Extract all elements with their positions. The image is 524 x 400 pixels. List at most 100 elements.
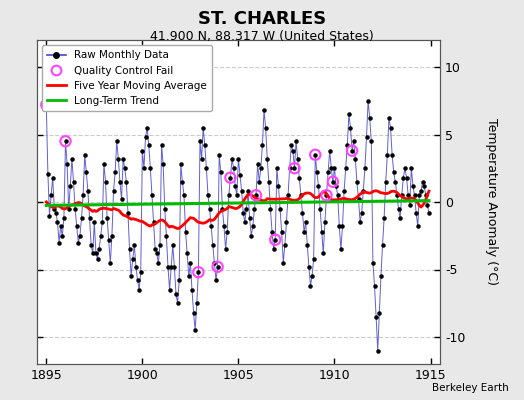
- Point: [159, 161, 167, 167]
- Point: [160, 206, 169, 212]
- Point: [135, 286, 144, 293]
- Point: [81, 152, 89, 158]
- Legend: Raw Monthly Data, Quality Control Fail, Five Year Moving Average, Long-Term Tren: Raw Monthly Data, Quality Control Fail, …: [42, 45, 212, 111]
- Point: [353, 178, 361, 185]
- Point: [233, 192, 241, 198]
- Point: [173, 300, 182, 306]
- Point: [395, 206, 403, 212]
- Point: [417, 188, 425, 194]
- Point: [154, 260, 162, 266]
- Point: [401, 165, 409, 172]
- Point: [282, 219, 291, 226]
- Point: [286, 165, 294, 172]
- Point: [128, 256, 137, 262]
- Point: [167, 264, 176, 270]
- Point: [53, 219, 62, 226]
- Point: [119, 156, 127, 162]
- Point: [194, 269, 203, 275]
- Point: [194, 269, 203, 275]
- Point: [346, 124, 355, 131]
- Point: [213, 264, 222, 270]
- Point: [209, 242, 217, 248]
- Point: [103, 215, 111, 222]
- Point: [332, 182, 340, 189]
- Point: [189, 310, 198, 316]
- Point: [105, 237, 113, 243]
- Point: [205, 206, 214, 212]
- Point: [278, 228, 286, 235]
- Point: [74, 239, 82, 246]
- Point: [184, 273, 193, 280]
- Point: [58, 232, 67, 239]
- Point: [258, 142, 267, 148]
- Point: [298, 210, 307, 216]
- Point: [327, 165, 335, 172]
- Point: [257, 165, 265, 172]
- Point: [272, 165, 281, 172]
- Point: [261, 124, 270, 131]
- Point: [367, 138, 376, 144]
- Point: [359, 188, 367, 194]
- Point: [241, 219, 249, 226]
- Point: [274, 182, 282, 189]
- Point: [242, 206, 250, 212]
- Point: [383, 152, 391, 158]
- Point: [249, 223, 257, 230]
- Point: [319, 250, 328, 256]
- Point: [204, 192, 212, 198]
- Point: [170, 264, 179, 270]
- Point: [47, 192, 56, 198]
- Point: [186, 260, 194, 266]
- Point: [268, 228, 276, 235]
- Point: [124, 210, 132, 216]
- Point: [42, 102, 50, 108]
- Point: [132, 264, 140, 270]
- Point: [78, 215, 86, 222]
- Point: [89, 250, 97, 256]
- Point: [412, 210, 420, 216]
- Point: [329, 178, 337, 185]
- Point: [409, 182, 417, 189]
- Point: [69, 178, 78, 185]
- Point: [281, 242, 289, 248]
- Point: [43, 170, 52, 177]
- Point: [106, 260, 115, 266]
- Point: [269, 246, 278, 252]
- Point: [121, 165, 129, 172]
- Point: [351, 156, 359, 162]
- Point: [388, 152, 396, 158]
- Point: [350, 138, 358, 144]
- Point: [245, 215, 254, 222]
- Point: [252, 192, 260, 198]
- Point: [166, 286, 174, 293]
- Point: [191, 327, 200, 334]
- Point: [372, 314, 380, 320]
- Point: [378, 242, 387, 248]
- Point: [389, 169, 398, 176]
- Point: [82, 169, 91, 176]
- Point: [343, 142, 352, 148]
- Point: [425, 210, 433, 216]
- Point: [93, 256, 102, 262]
- Point: [138, 148, 147, 154]
- Point: [113, 138, 121, 144]
- Point: [225, 192, 233, 198]
- Point: [393, 192, 401, 198]
- Point: [63, 161, 71, 167]
- Point: [303, 242, 311, 248]
- Point: [318, 228, 326, 235]
- Point: [100, 161, 108, 167]
- Point: [178, 178, 187, 185]
- Point: [76, 232, 84, 239]
- Point: [60, 215, 68, 222]
- Point: [137, 269, 145, 275]
- Point: [398, 192, 406, 198]
- Point: [295, 174, 303, 181]
- Point: [202, 165, 211, 172]
- Point: [198, 156, 206, 162]
- Point: [370, 282, 379, 289]
- Point: [79, 192, 88, 198]
- Point: [61, 138, 70, 144]
- Point: [213, 264, 222, 270]
- Point: [271, 237, 279, 243]
